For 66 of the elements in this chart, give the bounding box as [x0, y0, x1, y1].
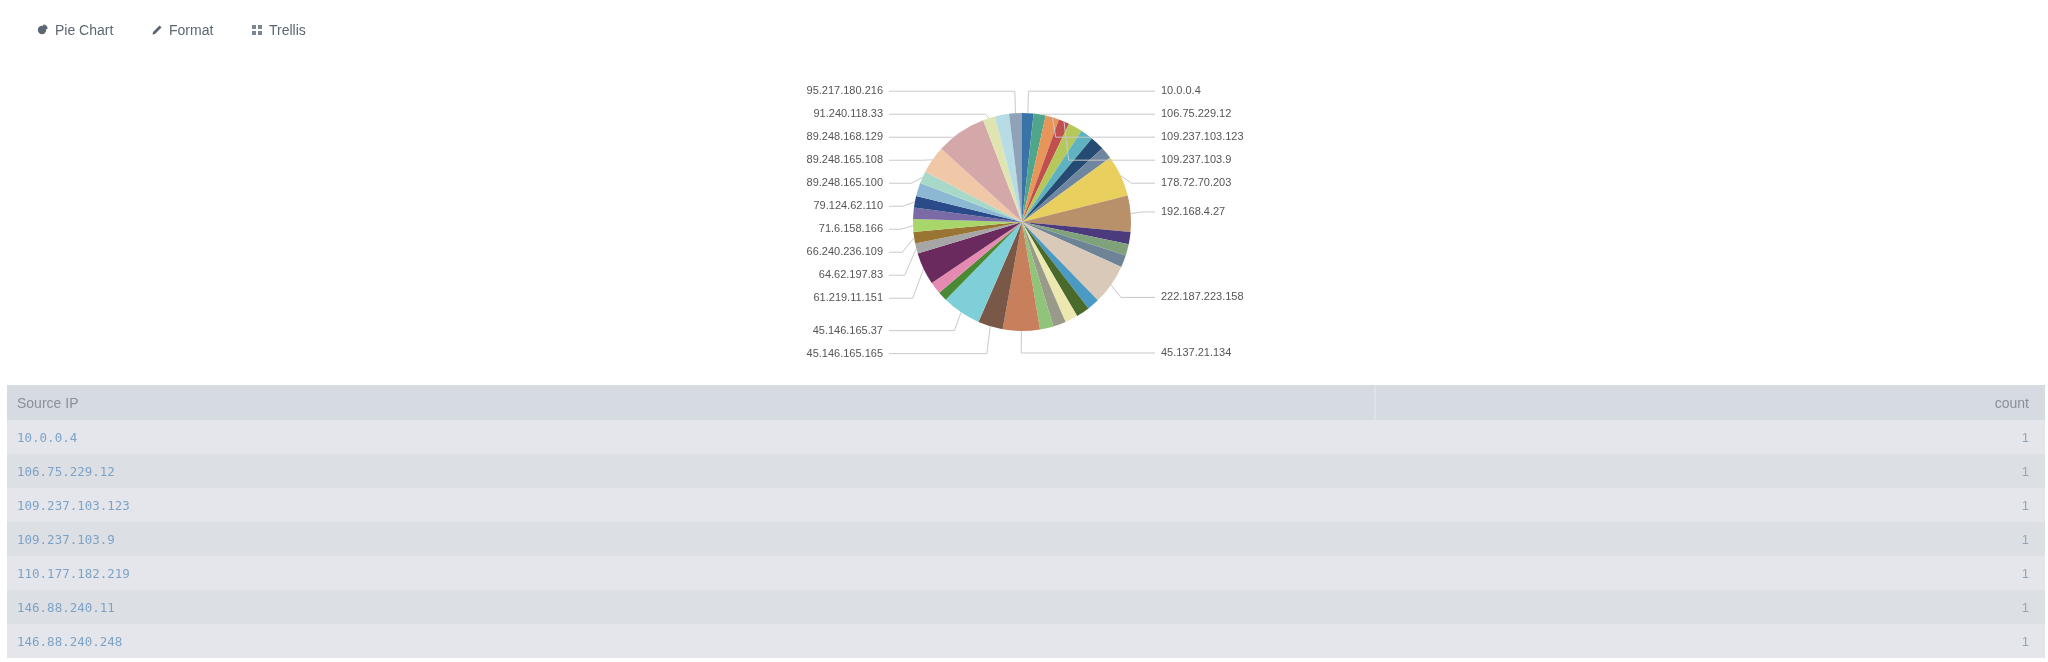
pie-slice	[925, 148, 1022, 222]
pie-slice	[978, 222, 1022, 330]
text: 1	[2021, 633, 2029, 649]
text: 146.88.240.11	[17, 599, 115, 615]
slice-label: 89.248.165.108	[806, 153, 883, 166]
slice-label: 91.240.118.33	[813, 107, 883, 120]
text: 146.88.240.248	[17, 633, 123, 649]
text: Format	[169, 22, 214, 38]
text: 10.0.0.4	[17, 429, 78, 445]
pie-slice	[913, 196, 1022, 222]
pie-slice	[931, 222, 1022, 293]
pie-slice	[1022, 130, 1092, 222]
slice-label: 45.137.21.134	[1161, 346, 1232, 358]
pie-slice	[1022, 222, 1122, 301]
text: Trellis	[269, 22, 306, 38]
slice-label: 64.62.197.83	[818, 268, 883, 281]
text: count	[1994, 394, 2029, 411]
text: 106.75.229.12	[17, 463, 115, 479]
slice-label: 10.0.0.4	[1161, 84, 1201, 97]
slice-label: 66.240.236.109	[806, 245, 883, 258]
slice-label: 61.219.11.151	[813, 291, 883, 304]
pie-slice	[916, 183, 1022, 222]
slice-label: 192.168.4.27	[1161, 204, 1226, 217]
pie-slice	[1022, 113, 1046, 222]
pie-slice	[1022, 222, 1066, 327]
slice-label: 106.75.229.12	[1161, 107, 1232, 120]
pie-slice	[1022, 222, 1131, 245]
pie-slice	[1022, 123, 1082, 222]
text: 1	[2021, 599, 2029, 615]
pie-slice	[941, 120, 1022, 222]
slice-label: 89.248.165.100	[806, 176, 883, 189]
slice-label: 178.72.70.203	[1161, 176, 1232, 189]
slice-label: 45.146.165.37	[812, 323, 883, 336]
text: 1	[2021, 497, 2029, 513]
text: Pie Chart	[55, 22, 114, 38]
pie-slice	[945, 222, 1022, 322]
text: 109.237.103.9	[17, 531, 115, 547]
slice-label: 95.217.180.216	[806, 84, 883, 97]
pie-slice	[1022, 138, 1103, 222]
pie-slice	[920, 171, 1022, 222]
text: 1	[2021, 463, 2029, 479]
text: 1	[2021, 565, 2029, 581]
pie-slice	[983, 116, 1022, 222]
pie-slice	[917, 222, 1022, 284]
source-note: Source IP	[17, 394, 79, 411]
slice-label: 109.237.103.9	[1161, 153, 1232, 166]
pie-slice	[1022, 157, 1128, 222]
pie-slice	[1022, 195, 1131, 233]
pie-slice	[939, 222, 1022, 300]
slice-label: 222.187.223.158	[1161, 290, 1244, 303]
slice-label: 79.124.62.110	[813, 199, 883, 212]
slice-label: 109.237.103.123	[1161, 130, 1244, 143]
slice-label: 71.6.158.166	[818, 222, 883, 235]
text: 1	[2021, 429, 2029, 445]
pie-slice	[994, 113, 1022, 222]
pie-slice	[913, 222, 1022, 244]
pie-slice	[1022, 222, 1089, 317]
slice-label: 89.248.168.129	[806, 130, 883, 143]
pie-slice	[1022, 115, 1059, 222]
text: 110.177.182.219	[17, 565, 130, 581]
text: 109.237.103.123	[17, 497, 130, 513]
pie-slice	[1022, 222, 1054, 330]
text: 1	[2021, 531, 2029, 547]
pie-slice	[1002, 222, 1041, 331]
pie-slice	[1022, 119, 1069, 222]
slice-label: 45.146.165.165	[806, 346, 883, 359]
